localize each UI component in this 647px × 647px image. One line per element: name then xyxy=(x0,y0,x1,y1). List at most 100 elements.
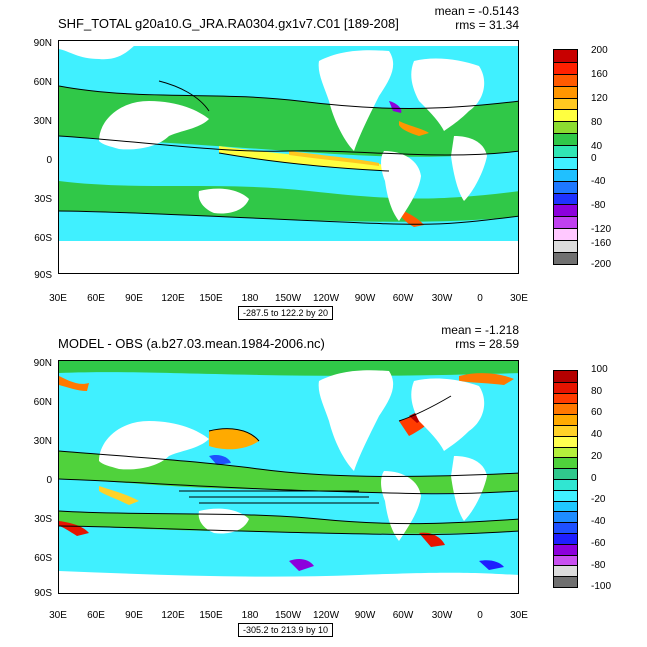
colorbar-swatch xyxy=(554,168,577,181)
y-tick-label: 30S xyxy=(34,194,52,205)
colorbar-label: 60 xyxy=(591,407,603,418)
panel-title: SHF_TOTAL g20a10.G_JRA.RA0304.gx1v7.C01 … xyxy=(58,16,399,31)
panel-title: MODEL - OBS (a.b27.03.mean.1984-2006.nc) xyxy=(58,336,325,351)
colorbar-swatch xyxy=(554,489,577,501)
colorbar-swatch xyxy=(554,240,577,252)
y-tick-label: 90N xyxy=(33,38,52,49)
panel-model-obs: MODEL - OBS (a.b27.03.mean.1984-2006.nc)… xyxy=(0,320,647,647)
map-field xyxy=(59,361,518,593)
colorbar-swatch xyxy=(554,446,577,458)
x-tick-label: 30E xyxy=(510,293,528,304)
colorbar-label: 0 xyxy=(591,153,597,164)
y-tick-label: 30N xyxy=(33,116,52,127)
map-plot xyxy=(58,40,519,274)
mean-value: mean = -1.218 xyxy=(441,323,519,337)
colorbar xyxy=(553,49,578,265)
colorbar-swatch xyxy=(554,511,577,523)
y-tick-label: 60S xyxy=(34,233,52,244)
colorbar-label: -160 xyxy=(591,238,612,249)
colorbar-label: 40 xyxy=(591,141,603,152)
colorbar-swatch xyxy=(554,145,577,157)
x-tick-label: 0 xyxy=(477,293,483,304)
colorbar-swatch xyxy=(554,156,577,169)
contour-range-label: -305.2 to 213.9 by 10 xyxy=(238,623,334,637)
colorbar-label: 200 xyxy=(591,45,608,56)
x-tick-label: 120W xyxy=(312,293,340,304)
colorbar-swatch xyxy=(554,468,577,479)
colorbar-swatch xyxy=(554,251,577,264)
colorbar-swatch xyxy=(554,109,577,122)
colorbar-swatch xyxy=(554,500,577,512)
colorbar-swatch xyxy=(554,133,577,145)
y-tick-label: 30N xyxy=(33,436,52,447)
x-tick-label: 60W xyxy=(392,293,414,304)
x-tick-label: 150W xyxy=(274,610,302,621)
colorbar-swatch xyxy=(554,381,577,393)
x-tick-label: 150E xyxy=(199,610,223,621)
colorbar-swatch xyxy=(554,371,577,382)
colorbar-swatch xyxy=(554,204,577,217)
y-tick-label: 60S xyxy=(34,553,52,564)
y-tick-label: 90S xyxy=(34,270,52,281)
colorbar-label: -200 xyxy=(591,259,612,270)
y-tick-label: 90S xyxy=(34,588,52,599)
colorbar-swatch xyxy=(554,457,577,469)
y-tick-label: 30S xyxy=(34,514,52,525)
colorbar-swatch xyxy=(554,435,577,447)
colorbar-swatch xyxy=(554,522,577,533)
x-tick-label: 60W xyxy=(392,610,414,621)
x-tick-label: 30W xyxy=(431,293,453,304)
x-tick-label: 90W xyxy=(354,610,376,621)
colorbar-swatch xyxy=(554,180,577,193)
colorbar-swatch xyxy=(554,576,577,587)
x-tick-label: 90E xyxy=(125,610,143,621)
x-tick-label: 120E xyxy=(161,610,185,621)
rms-value: rms = 31.34 xyxy=(455,18,519,32)
y-tick-label: 0 xyxy=(46,155,52,166)
rms-value: rms = 28.59 xyxy=(455,337,519,351)
x-tick-label: 30E xyxy=(49,293,67,304)
panel-shf-total: SHF_TOTAL g20a10.G_JRA.RA0304.gx1v7.C01 … xyxy=(0,0,647,320)
colorbar-label: 160 xyxy=(591,69,608,80)
colorbar-swatch xyxy=(554,97,577,110)
colorbar-swatch xyxy=(554,478,577,490)
x-tick-label: 120E xyxy=(161,293,185,304)
x-tick-label: 180 xyxy=(241,610,259,621)
x-tick-label: 120W xyxy=(312,610,340,621)
colorbar-label: -40 xyxy=(591,176,606,187)
y-tick-label: 60N xyxy=(33,397,52,408)
y-tick-label: 0 xyxy=(46,475,52,486)
colorbar-label: 40 xyxy=(591,429,603,440)
colorbar-label: 80 xyxy=(591,117,603,128)
x-tick-label: 180 xyxy=(241,293,259,304)
colorbar-label: 80 xyxy=(591,386,603,397)
colorbar-label: -100 xyxy=(591,581,612,592)
colorbar-swatch xyxy=(554,543,577,555)
colorbar-swatch xyxy=(554,61,577,74)
colorbar-label: -80 xyxy=(591,560,606,571)
colorbar-label: -120 xyxy=(591,224,612,235)
colorbar-label: -20 xyxy=(591,494,606,505)
x-tick-label: 0 xyxy=(477,610,483,621)
colorbar-swatch xyxy=(554,403,577,415)
x-tick-label: 30E xyxy=(49,610,67,621)
colorbar-label: 0 xyxy=(591,473,597,484)
colorbar-swatch xyxy=(554,216,577,229)
colorbar-swatch xyxy=(554,228,577,240)
x-tick-label: 90E xyxy=(125,293,143,304)
map-plot xyxy=(58,360,519,594)
x-tick-label: 30E xyxy=(510,610,528,621)
colorbar xyxy=(553,370,578,588)
colorbar-label: 100 xyxy=(591,364,608,375)
colorbar-label: -40 xyxy=(591,516,606,527)
mean-value: mean = -0.5143 xyxy=(434,4,519,18)
colorbar-swatch xyxy=(554,554,577,566)
x-tick-label: 150W xyxy=(274,293,302,304)
x-tick-label: 90W xyxy=(354,293,376,304)
colorbar-swatch xyxy=(554,85,577,98)
colorbar-swatch xyxy=(554,192,577,205)
x-tick-label: 60E xyxy=(87,293,105,304)
colorbar-swatch xyxy=(554,121,577,134)
colorbar-swatch xyxy=(554,532,577,544)
x-tick-label: 60E xyxy=(87,610,105,621)
